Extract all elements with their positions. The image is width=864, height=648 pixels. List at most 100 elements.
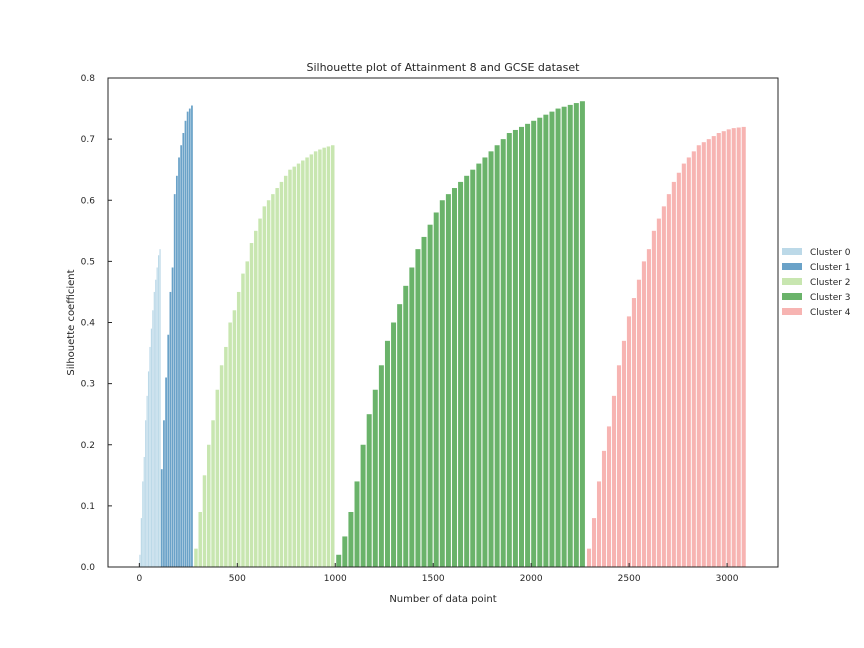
y-tick-label: 0.2 bbox=[81, 441, 95, 451]
x-axis: 0 500 1000 1500 2000 2500 3000 bbox=[136, 563, 739, 584]
bar-cluster-3-25 bbox=[488, 151, 494, 567]
x-tick-label: 1500 bbox=[422, 574, 445, 584]
bar-cluster-3-26 bbox=[494, 145, 500, 568]
bar-cluster-3-15 bbox=[427, 224, 433, 567]
bar-cluster-2-28 bbox=[313, 151, 318, 567]
legend-swatch-cluster-3 bbox=[782, 293, 802, 300]
bar-cluster-3-9 bbox=[391, 322, 397, 567]
bar-cluster-2-19 bbox=[275, 188, 279, 567]
bar-cluster-3-29 bbox=[512, 129, 518, 567]
bar-cluster-1-8 bbox=[178, 157, 180, 567]
bar-cluster-4-8 bbox=[626, 316, 631, 567]
legend-swatch-cluster-1 bbox=[782, 263, 802, 270]
bar-cluster-4-19 bbox=[681, 163, 686, 567]
chart-title: Silhouette plot of Attainment 8 and GCSE… bbox=[306, 61, 580, 74]
bar-cluster-2-27 bbox=[309, 154, 314, 567]
bar-cluster-3-36 bbox=[555, 108, 561, 567]
bar-cluster-3-30 bbox=[519, 126, 524, 568]
bar-cluster-3-22 bbox=[470, 169, 476, 567]
legend-label-cluster-0: Cluster 0 bbox=[810, 248, 851, 258]
bar-cluster-1-12 bbox=[186, 111, 189, 568]
legend-label-cluster-4: Cluster 4 bbox=[810, 308, 851, 318]
bar-cluster-0-9 bbox=[152, 310, 154, 567]
bar-cluster-2-23 bbox=[292, 166, 297, 567]
bar-cluster-3-14 bbox=[421, 236, 427, 568]
bar-cluster-2-21 bbox=[283, 175, 288, 568]
bar-cluster-3-12 bbox=[409, 267, 415, 567]
bar-cluster-0-8 bbox=[150, 328, 153, 567]
x-tick-label: 500 bbox=[229, 574, 246, 584]
bar-cluster-2-22 bbox=[288, 169, 292, 567]
bar-cluster-4-30 bbox=[736, 127, 741, 567]
bar-cluster-3-4 bbox=[360, 444, 366, 567]
legend-label-cluster-2: Cluster 2 bbox=[810, 278, 851, 288]
bar-cluster-3-35 bbox=[549, 111, 555, 568]
bar-cluster-2-15 bbox=[258, 218, 262, 567]
y-tick-label: 0.4 bbox=[81, 319, 96, 329]
bar-cluster-4-20 bbox=[686, 157, 691, 567]
bar-cluster-2-0 bbox=[194, 548, 198, 567]
bar-cluster-3-2 bbox=[348, 511, 354, 567]
bar-cluster-2-13 bbox=[249, 243, 254, 568]
bar-cluster-4-18 bbox=[676, 172, 681, 568]
bar-cluster-4-2 bbox=[596, 481, 602, 567]
bar-cluster-4-14 bbox=[656, 218, 661, 567]
bars-group bbox=[139, 101, 746, 568]
bar-cluster-4-11 bbox=[641, 261, 646, 568]
bar-cluster-1-4 bbox=[169, 291, 172, 567]
y-tick-label: 0.7 bbox=[81, 135, 95, 145]
y-tick-label: 0.8 bbox=[81, 74, 96, 84]
bar-cluster-3-19 bbox=[451, 188, 457, 567]
bar-cluster-1-5 bbox=[171, 267, 174, 567]
bar-cluster-2-18 bbox=[271, 194, 275, 567]
bar-cluster-3-10 bbox=[397, 304, 403, 567]
bar-cluster-0-2 bbox=[142, 481, 144, 567]
legend-swatch-cluster-2 bbox=[782, 278, 802, 285]
bar-cluster-2-5 bbox=[215, 389, 220, 567]
bar-cluster-4-10 bbox=[636, 279, 641, 567]
y-axis: 0.0 0.1 0.2 0.3 0.4 0.5 0.6 0.7 0.8 bbox=[81, 74, 112, 573]
bar-cluster-4-4 bbox=[606, 426, 612, 567]
bar-cluster-4-17 bbox=[671, 181, 676, 567]
bar-cluster-4-21 bbox=[691, 151, 696, 567]
bar-cluster-1-13 bbox=[188, 108, 191, 567]
legend-swatch-cluster-0 bbox=[782, 248, 802, 255]
bar-cluster-2-25 bbox=[301, 160, 305, 567]
bar-cluster-3-28 bbox=[506, 133, 512, 567]
bar-cluster-4-6 bbox=[616, 365, 622, 567]
bar-cluster-3-34 bbox=[543, 114, 549, 568]
bar-cluster-4-31 bbox=[741, 126, 746, 568]
bar-cluster-3-7 bbox=[378, 365, 384, 567]
bar-cluster-2-8 bbox=[228, 322, 232, 567]
y-axis-label: Silhouette coefficient bbox=[66, 269, 77, 375]
bar-cluster-4-1 bbox=[591, 518, 597, 567]
bar-cluster-4-13 bbox=[651, 230, 656, 567]
bar-cluster-3-33 bbox=[537, 117, 543, 567]
bar-cluster-3-6 bbox=[372, 389, 378, 567]
bar-cluster-4-7 bbox=[621, 340, 627, 567]
bar-cluster-2-29 bbox=[318, 149, 322, 567]
bar-cluster-2-9 bbox=[232, 310, 237, 567]
bar-cluster-0-1 bbox=[140, 518, 142, 567]
bar-cluster-3-32 bbox=[531, 120, 537, 567]
bar-cluster-2-7 bbox=[224, 346, 228, 567]
bar-cluster-1-11 bbox=[184, 120, 187, 567]
x-tick-label: 2000 bbox=[520, 574, 543, 584]
y-tick-label: 0.0 bbox=[81, 563, 96, 573]
bar-cluster-4-5 bbox=[611, 395, 617, 567]
bar-cluster-3-37 bbox=[561, 106, 567, 567]
bar-cluster-2-4 bbox=[211, 420, 215, 567]
bar-cluster-0-14 bbox=[159, 249, 161, 567]
bar-cluster-1-10 bbox=[182, 133, 185, 567]
bar-cluster-3-13 bbox=[415, 249, 421, 567]
y-tick-label: 0.6 bbox=[81, 196, 96, 206]
bar-cluster-3-24 bbox=[482, 157, 488, 567]
bar-cluster-4-16 bbox=[666, 194, 671, 567]
y-tick-label: 0.3 bbox=[81, 380, 95, 390]
bar-cluster-4-9 bbox=[631, 298, 636, 567]
bar-cluster-3-0 bbox=[336, 554, 342, 567]
bar-cluster-4-12 bbox=[646, 249, 651, 567]
bar-cluster-2-3 bbox=[207, 444, 211, 567]
bar-cluster-0-4 bbox=[145, 420, 147, 567]
bar-cluster-3-27 bbox=[500, 139, 506, 567]
